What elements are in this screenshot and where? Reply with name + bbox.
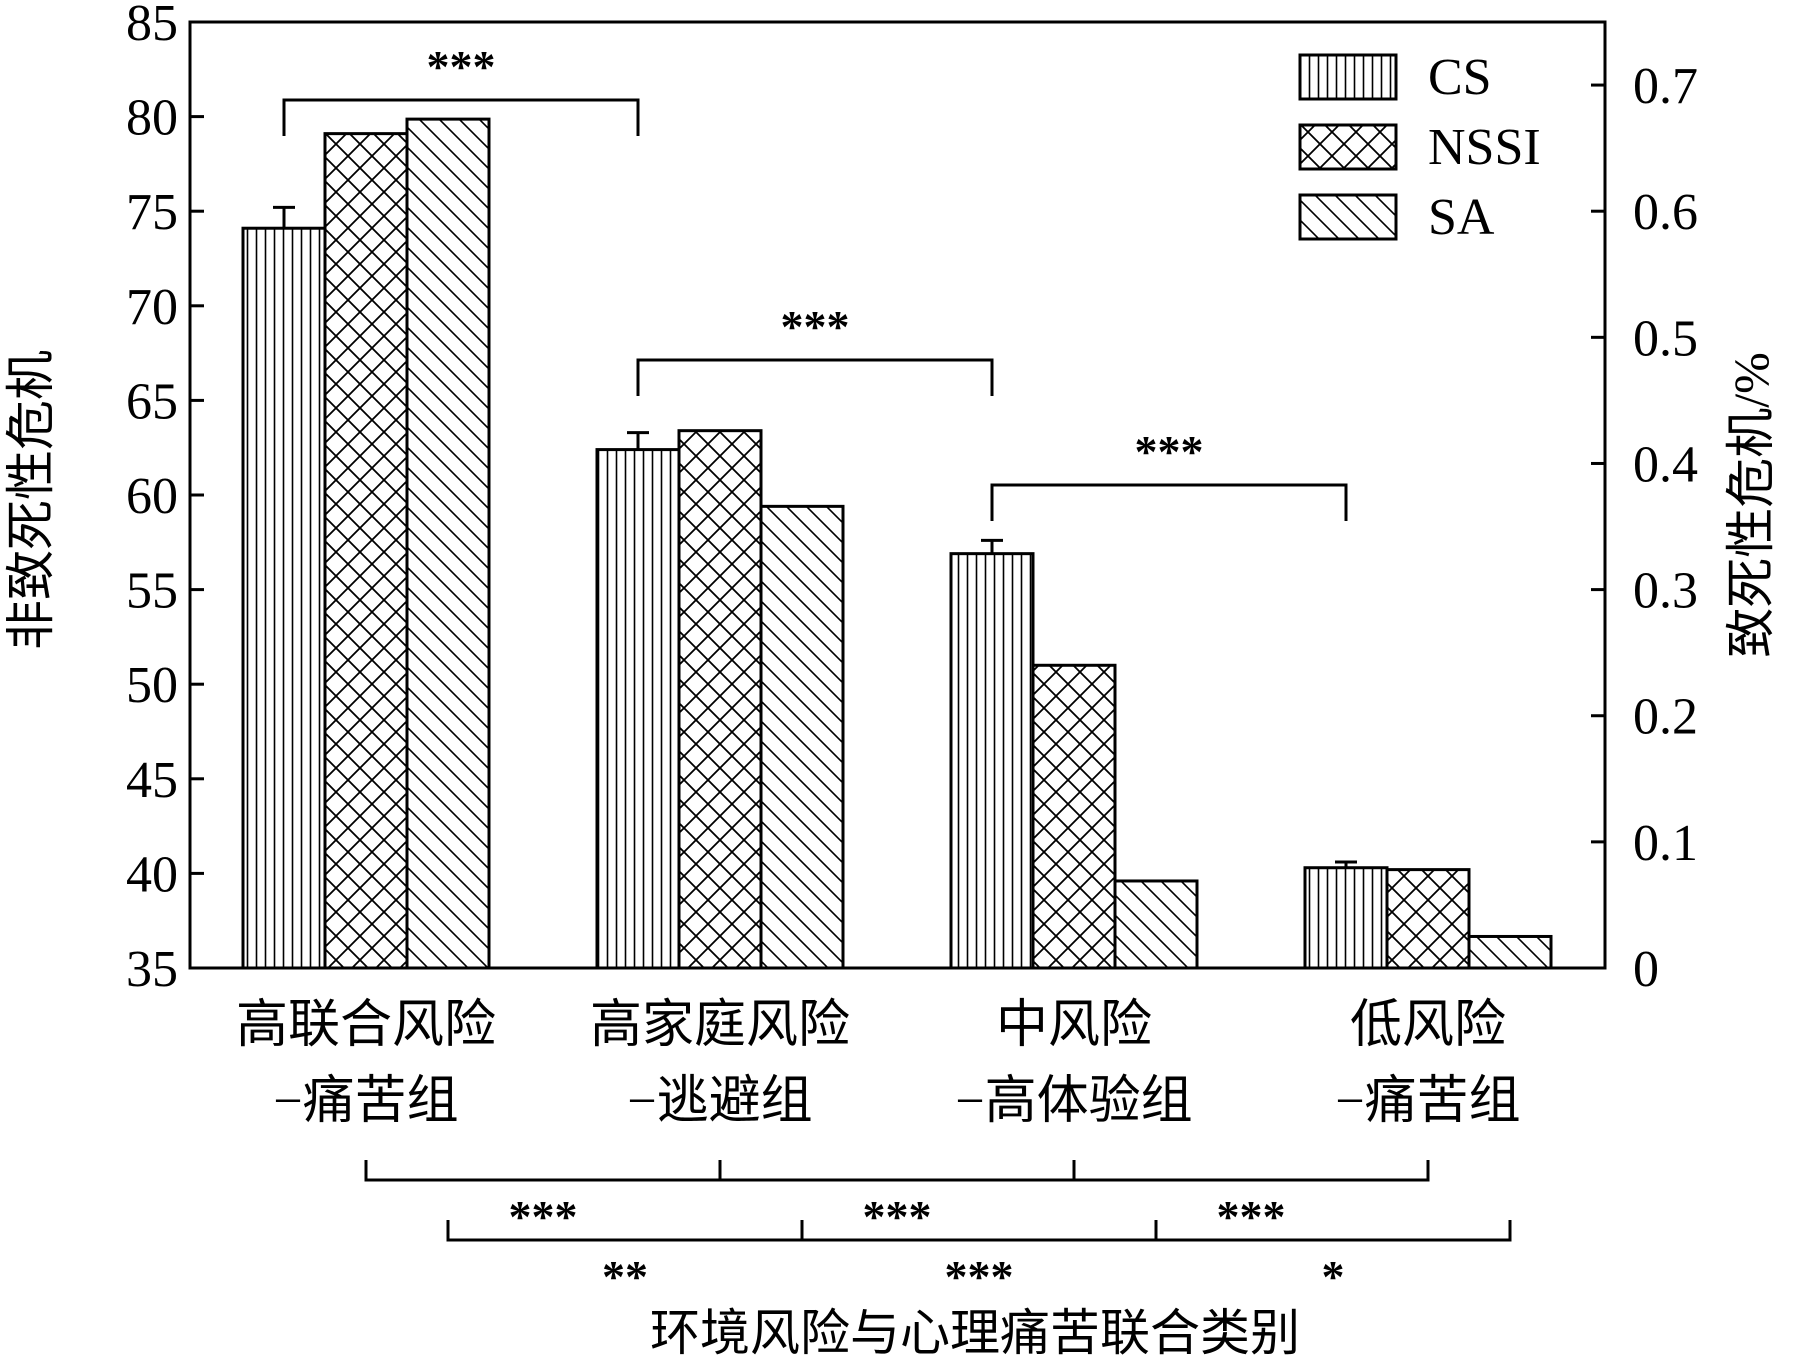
category-label: −高体验组 — [955, 1073, 1192, 1130]
left-tick-label: 70 — [126, 279, 178, 336]
bar-cs — [241, 226, 327, 970]
category-label: 高联合风险 — [236, 997, 496, 1054]
significance-label: * — [1322, 1251, 1345, 1302]
category-label: −痛苦组 — [273, 1073, 458, 1130]
significance-bracket — [990, 483, 1348, 521]
left-tick-label: 65 — [126, 373, 178, 430]
significance-label: *** — [781, 301, 850, 352]
right-tick-label: 0.5 — [1633, 310, 1698, 367]
left-tick-label: 75 — [126, 184, 178, 241]
significance-bracket — [800, 1220, 1158, 1242]
category-label: −逃避组 — [627, 1073, 812, 1130]
significance-bracket — [636, 358, 994, 396]
legend-label: NSSI — [1428, 119, 1541, 176]
significance-bracket — [364, 1160, 722, 1182]
category-label: 中风险 — [996, 997, 1152, 1054]
right-tick-label: 0.7 — [1633, 58, 1698, 115]
bar-sa — [1113, 879, 1199, 970]
bar-nssi — [1031, 663, 1117, 970]
right-tick-label: 0.3 — [1633, 563, 1698, 620]
right-axis-title: 致死性危机/% — [1723, 352, 1779, 658]
right-tick-label: 0.6 — [1633, 184, 1698, 241]
right-tick-label: 0.4 — [1633, 436, 1698, 493]
bar-sa — [1467, 934, 1553, 970]
category-label: 低风险 — [1350, 997, 1506, 1054]
bar-cs — [1303, 866, 1389, 970]
plot-area: 35 40 45 50 55 60 65 70 75 80 85 0 0.1 0.2 0.3 0.4 0.5 0.… — [126, 0, 1698, 1302]
bar-nssi — [1385, 868, 1471, 970]
left-axis-title: 非致死性危机 — [3, 350, 59, 650]
x-axis-title: 环境风险与心理痛苦联合类别 — [650, 1305, 1300, 1361]
category-label: 高家庭风险 — [590, 997, 850, 1054]
significance-label: *** — [1135, 426, 1204, 477]
significance-label: *** — [1217, 1191, 1286, 1242]
bar-sa — [759, 504, 845, 970]
bar-cs — [595, 448, 681, 970]
significance-bracket — [446, 1220, 804, 1242]
left-tick-label: 55 — [126, 563, 178, 620]
right-tick-label: 0.2 — [1633, 689, 1698, 746]
legend-swatch-sa — [1298, 193, 1398, 241]
legend-swatch-cs — [1298, 53, 1398, 101]
significance-bracket — [282, 98, 640, 136]
bar-sa — [405, 117, 491, 970]
legend-label: CS — [1428, 49, 1492, 106]
legend-swatch-nssi — [1298, 123, 1398, 171]
right-tick-label: 0 — [1633, 941, 1659, 998]
bar-nssi — [677, 429, 763, 970]
left-tick-label: 60 — [126, 468, 178, 525]
significance-label: *** — [427, 41, 496, 92]
significance-label: *** — [945, 1251, 1014, 1302]
left-tick-label: 45 — [126, 752, 178, 809]
legend-label: SA — [1428, 189, 1495, 246]
left-tick-label: 80 — [126, 90, 178, 147]
significance-bracket — [718, 1160, 1076, 1182]
category-label: −痛苦组 — [1335, 1073, 1520, 1130]
left-tick-label: 85 — [126, 0, 178, 52]
right-tick-label: 0.1 — [1633, 815, 1698, 872]
bar-nssi — [323, 132, 409, 970]
significance-label: *** — [863, 1191, 932, 1242]
left-tick-label: 35 — [126, 941, 178, 998]
bar-cs — [949, 552, 1035, 970]
significance-label: ** — [602, 1251, 648, 1302]
significance-bracket — [1154, 1220, 1512, 1242]
significance-bracket — [1072, 1160, 1430, 1182]
left-tick-label: 50 — [126, 657, 178, 714]
left-tick-label: 40 — [126, 846, 178, 903]
significance-label: *** — [509, 1191, 578, 1242]
